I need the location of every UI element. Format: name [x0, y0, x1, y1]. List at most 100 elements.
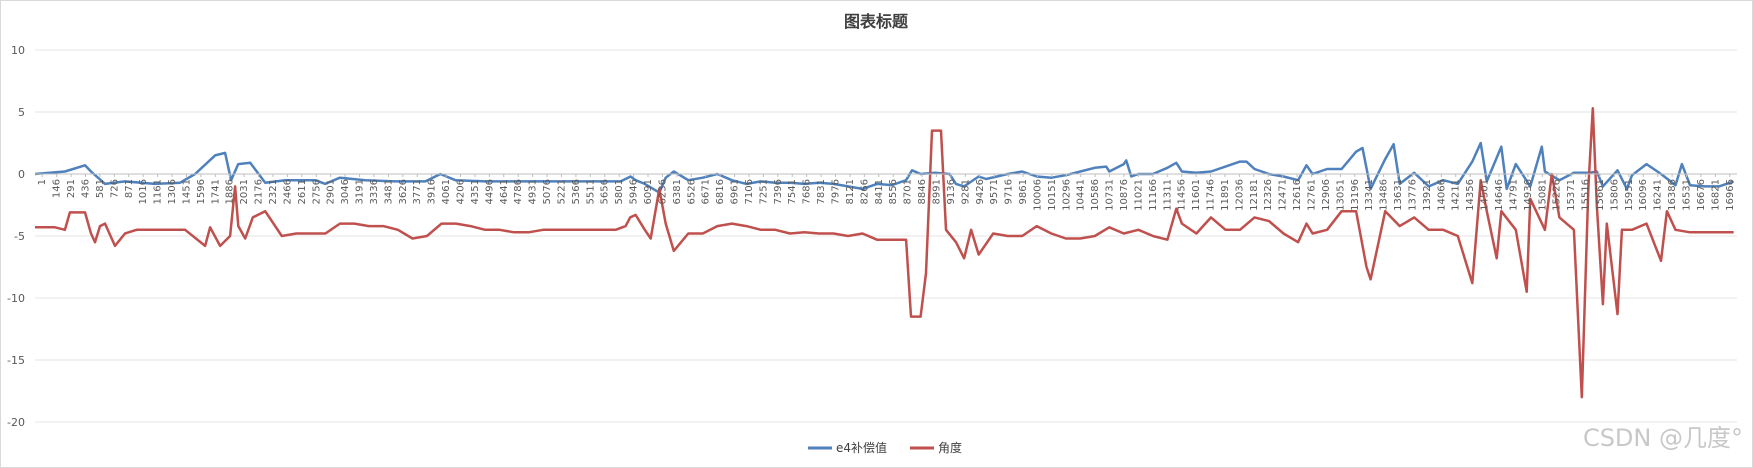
- x-tick-label: 8556: [888, 179, 899, 204]
- x-tick-label: 6236: [657, 179, 668, 204]
- x-tick-label: 15516: [1581, 179, 1592, 211]
- x-tick-label: 1451: [181, 179, 192, 204]
- x-tick-label: 3191: [355, 179, 366, 204]
- x-tick-label: 1016: [138, 179, 149, 204]
- x-tick-label: 7831: [816, 179, 827, 204]
- x-tick-label: 15806: [1609, 179, 1620, 211]
- chart-title: 图表标题: [844, 12, 909, 31]
- x-tick-label: 9426: [975, 179, 986, 204]
- x-tick-label: 13776: [1407, 179, 1418, 211]
- x-tick-label: 291: [66, 179, 77, 198]
- x-tick-label: 9861: [1018, 179, 1029, 204]
- x-tick-label: 10876: [1119, 179, 1130, 211]
- x-tick-label: 1596: [196, 179, 207, 204]
- x-tick-label: 11456: [1177, 179, 1188, 211]
- x-tick-label: 2901: [326, 179, 337, 204]
- x-tick-label: 10296: [1061, 179, 1072, 211]
- x-tick-label: 16821: [1710, 179, 1721, 211]
- x-tick-label: 7541: [787, 179, 798, 204]
- x-tick-label: 10731: [1105, 179, 1116, 211]
- x-tick-label: 7106: [744, 179, 755, 204]
- x-tick-label: 13631: [1393, 179, 1404, 211]
- x-tick-label: 4786: [513, 179, 524, 204]
- x-tick-label: 15951: [1624, 179, 1635, 211]
- watermark-text: CSDN @几度°: [1583, 424, 1743, 452]
- x-tick-label: 726: [109, 179, 120, 198]
- x-tick-label: 4641: [499, 179, 510, 204]
- x-tick-label: 10441: [1076, 179, 1087, 211]
- x-tick-label: 9281: [960, 179, 971, 204]
- x-tick-label: 3046: [340, 179, 351, 204]
- x-tick-label: 3626: [398, 179, 409, 204]
- x-tick-label: 7251: [758, 179, 769, 204]
- x-tick-label: 9136: [946, 179, 957, 204]
- x-tick-label: 6816: [715, 179, 726, 204]
- x-axis: 1 146 291 436 581 726 871 1016 1161 1306 1451 1596 1…: [35, 173, 1737, 211]
- x-tick-label: 14646: [1494, 179, 1505, 211]
- x-tick-label: 8701: [903, 179, 914, 204]
- x-tick-label: 1741: [210, 179, 221, 204]
- y-axis: 10 5 0 -5 -10 -15 -20: [7, 44, 25, 429]
- legend-item-0[interactable]: e4补偿值: [808, 440, 887, 455]
- x-tick-label: 16531: [1682, 179, 1693, 211]
- x-tick-label: 2031: [239, 179, 250, 204]
- x-tick-label: 10151: [1047, 179, 1058, 211]
- x-tick-label: 11021: [1133, 179, 1144, 211]
- x-tick-label: 15371: [1566, 179, 1577, 211]
- x-tick-label: 8991: [931, 179, 942, 204]
- x-tick-label: 13486: [1379, 179, 1390, 211]
- series-line-0: [34, 141, 1735, 194]
- x-tick-label: 2756: [311, 179, 322, 204]
- x-tick-label: 15226: [1552, 179, 1563, 211]
- y-tick-label: -15: [7, 354, 25, 367]
- x-tick-label: 14936: [1523, 179, 1534, 211]
- x-tick-label: 16241: [1653, 179, 1664, 211]
- x-tick-label: 4931: [528, 179, 539, 204]
- legend-item-1[interactable]: 角度: [910, 440, 962, 455]
- y-tick-label: 10: [11, 44, 25, 57]
- x-tick-label: 6961: [730, 179, 741, 204]
- x-tick-label: 146: [52, 179, 63, 198]
- x-tick-label: 12326: [1263, 179, 1274, 211]
- x-tick-label: 12616: [1292, 179, 1303, 211]
- x-tick-label: 8121: [845, 179, 856, 204]
- x-tick-label: 3336: [369, 179, 380, 204]
- x-tick-label: 14211: [1451, 179, 1462, 211]
- x-tick-label: 436: [80, 179, 91, 198]
- x-tick-label: 5656: [600, 179, 611, 204]
- x-tick-label: 871: [124, 179, 135, 198]
- x-tick-label: 13051: [1335, 179, 1346, 211]
- x-tick-label: 4351: [470, 179, 481, 204]
- x-tick-label: 12181: [1249, 179, 1260, 211]
- y-tick-label: -20: [7, 416, 25, 429]
- x-tick-label: 14356: [1465, 179, 1476, 211]
- x-tick-label: 5511: [585, 179, 596, 204]
- x-tick-label: 14501: [1480, 179, 1491, 211]
- x-tick-label: 581: [95, 179, 106, 198]
- x-tick-label: 13921: [1422, 179, 1433, 211]
- x-tick-label: 6091: [643, 179, 654, 204]
- x-tick-label: 3916: [427, 179, 438, 204]
- y-tick-label: 0: [18, 168, 25, 181]
- x-tick-label: 9571: [989, 179, 1000, 204]
- x-tick-label: 16966: [1725, 179, 1736, 211]
- x-tick-label: 6381: [672, 179, 683, 204]
- x-tick-label: 4496: [484, 179, 495, 204]
- legend[interactable]: e4补偿值 角度: [808, 440, 962, 455]
- series-layer: [34, 107, 1735, 399]
- x-tick-label: 15081: [1537, 179, 1548, 211]
- x-tick-label: 12036: [1234, 179, 1245, 211]
- x-tick-label: 13196: [1350, 179, 1361, 211]
- x-tick-label: 10586: [1090, 179, 1101, 211]
- series-line-1: [35, 107, 1734, 399]
- x-tick-label: 13341: [1364, 179, 1375, 211]
- y-tick-label: -5: [14, 230, 25, 243]
- x-tick-label: 3481: [383, 179, 394, 204]
- x-tick-label: 3771: [412, 179, 423, 204]
- x-tick-label: 16676: [1696, 179, 1707, 211]
- x-tick-label: 5221: [556, 179, 567, 204]
- x-tick-label: 1886: [225, 179, 236, 204]
